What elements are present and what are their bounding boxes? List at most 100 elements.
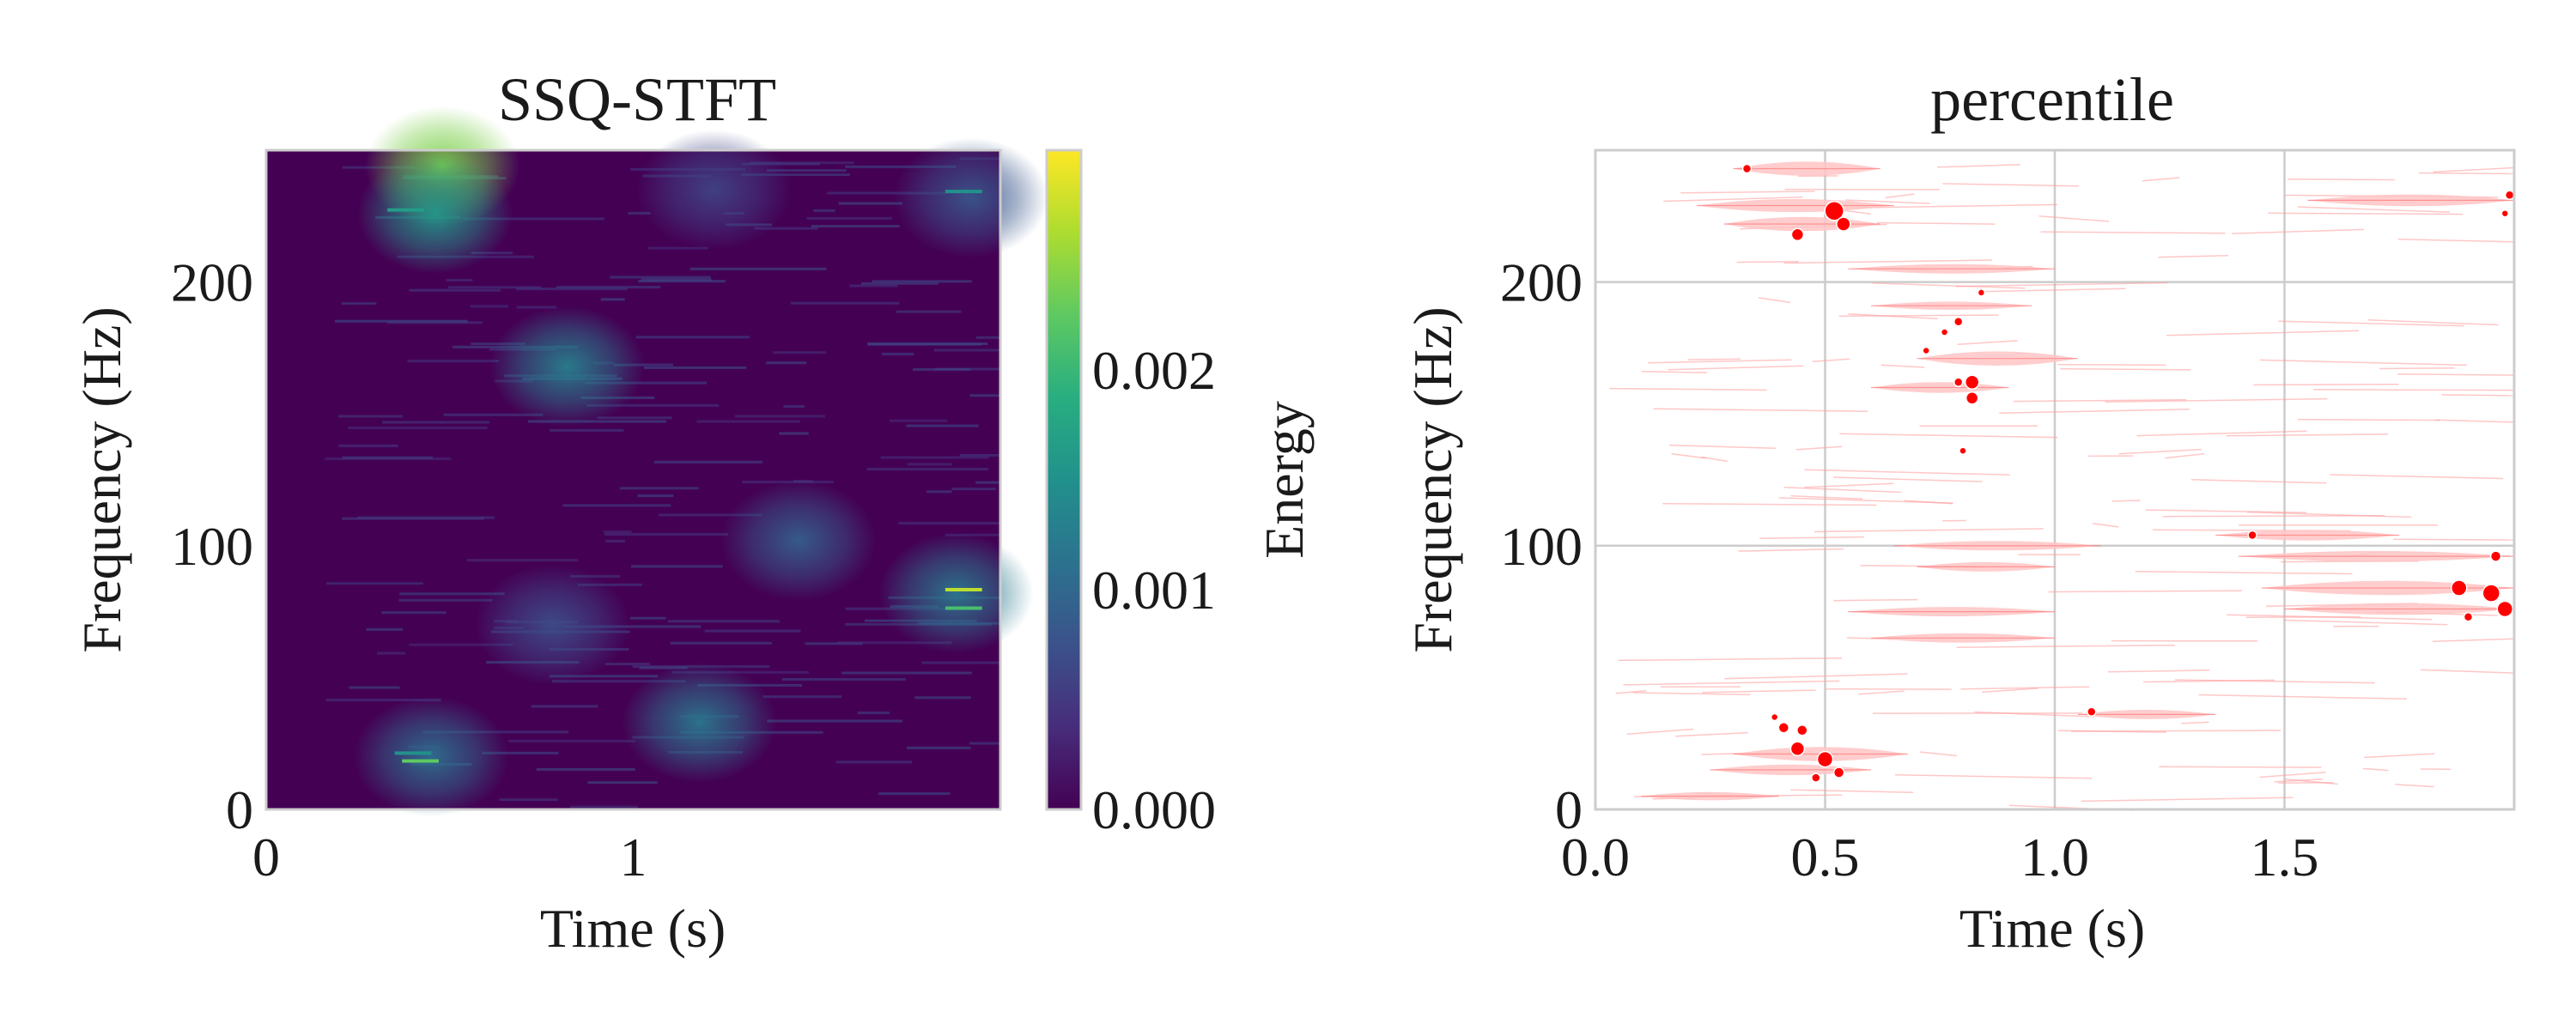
heatmap-streak <box>398 598 493 602</box>
heatmap-plot-area <box>264 106 1048 817</box>
percentile-faint-trace <box>1833 598 1918 602</box>
percentile-faint-trace <box>2313 389 2515 391</box>
heatmap-bright-streak <box>945 190 982 194</box>
heatmap-streak <box>585 381 707 385</box>
heatmap-streak <box>872 280 972 283</box>
colorbar: 0.000 0.001 0.002 Energy <box>1045 148 1315 840</box>
heatmap-streak <box>470 305 508 308</box>
heatmap-streak <box>338 444 398 447</box>
heatmap-streak <box>466 559 579 562</box>
percentile-faint-trace <box>2362 767 2389 772</box>
percentile-faint-trace <box>1919 751 1958 757</box>
percentile-faint-trace <box>2259 771 2326 779</box>
heatmap-streak <box>508 739 635 742</box>
heatmap-frame <box>264 148 1002 811</box>
heatmap-streak <box>898 522 1000 525</box>
percentile-faint-trace <box>2162 514 2385 518</box>
colorbar-label: Energy <box>1254 401 1315 559</box>
percentile-faint-trace <box>1790 789 1914 793</box>
percentile-faint-trace <box>1833 476 1983 482</box>
heatmap-streak <box>889 419 948 422</box>
heatmap-streak <box>933 348 1000 352</box>
percentile-faint-trace <box>2364 753 2435 759</box>
percentile-point <box>1965 391 1979 405</box>
heatmap-streak <box>570 805 638 809</box>
percentile-faint-trace <box>2108 670 2210 673</box>
heatmap-streak <box>603 530 632 534</box>
percentile-faint-trace <box>2040 231 2226 234</box>
heatmap-title: SSQ-STFT <box>498 65 776 134</box>
percentile-faint-trace <box>1759 536 1864 540</box>
heatmap-bright-streak <box>402 759 439 763</box>
percentile-point <box>1953 377 1964 388</box>
percentile-faint-trace <box>2287 178 2395 181</box>
heatmap-streak <box>536 767 635 771</box>
percentile-faint-trace <box>1648 359 1792 364</box>
colorbar-ticks: 0.000 0.001 0.002 <box>1092 340 1216 840</box>
percentile-faint-trace <box>1668 444 1777 450</box>
heatmap-streak <box>409 288 501 292</box>
heatmap-streak <box>562 504 671 507</box>
percentile-x-tick-label: 0.5 <box>1791 827 1860 888</box>
heatmap-streak <box>348 426 488 429</box>
percentile-faint-trace <box>2093 523 2119 528</box>
heatmap-streak <box>641 278 712 282</box>
percentile-faint-trace <box>2259 359 2468 367</box>
heatmap-x-axis-label: Time (s) <box>540 898 726 959</box>
percentile-faint-trace <box>1904 500 1953 505</box>
percentile-faint-trace <box>1848 313 1939 320</box>
heatmap-streak <box>639 666 688 670</box>
percentile-faint-trace <box>2145 509 2307 513</box>
percentile-faint-trace <box>2159 766 2322 768</box>
percentile-faint-trace <box>2143 679 2275 683</box>
heatmap-streak <box>619 487 699 490</box>
heatmap-streak <box>446 278 473 282</box>
percentile-faint-trace <box>2142 177 2180 182</box>
heatmap-streak <box>337 415 403 418</box>
heatmap-energy-blob <box>475 565 630 685</box>
colorbar-gradient <box>1045 148 1083 811</box>
percentile-faint-trace <box>2393 538 2515 541</box>
percentile-point <box>1777 722 1790 734</box>
percentile-y-ticks: 0 100 200 <box>1500 252 1583 840</box>
percentile-faint-trace <box>1736 261 1799 264</box>
heatmap-streak <box>969 742 1000 745</box>
heatmap-streak <box>610 276 711 279</box>
percentile-point <box>1789 741 1806 757</box>
percentile-faint-trace <box>1846 203 2058 209</box>
percentile-faint-trace <box>1894 774 2093 779</box>
percentile-faint-trace <box>1680 191 1815 194</box>
heatmap-streak <box>443 413 544 416</box>
percentile-point <box>2463 611 2474 622</box>
percentile-point <box>2247 530 2257 541</box>
percentile-ridges <box>1641 161 2514 801</box>
percentile-faint-trace <box>1632 692 1751 696</box>
percentile-faint-trace <box>2232 228 2364 234</box>
percentile-faint-trace <box>2379 367 2455 370</box>
percentile-y-tick-label: 100 <box>1500 516 1583 577</box>
percentile-point <box>2482 584 2501 603</box>
percentile-point <box>2496 600 2514 618</box>
percentile-faint-trace <box>2268 212 2464 215</box>
percentile-faint-trace <box>2297 206 2451 213</box>
percentile-faint-trace <box>2181 721 2209 724</box>
percentile-faint-trace <box>2418 172 2515 175</box>
percentile-point <box>1940 328 1949 336</box>
heatmap-streak <box>754 227 818 230</box>
percentile-x-tick-label: 0.0 <box>1561 827 1630 888</box>
heatmap-streak <box>767 719 902 723</box>
heatmap-streak <box>783 405 805 408</box>
heatmap-streak <box>927 490 952 494</box>
heatmap-streak <box>762 695 841 699</box>
heatmap-streak <box>335 319 468 323</box>
percentile-faint-trace <box>2158 254 2229 258</box>
heatmap-streak <box>878 792 951 796</box>
heatmap-streak <box>813 209 835 212</box>
percentile-faint-trace <box>2435 419 2515 423</box>
percentile-point <box>1964 374 1980 391</box>
percentile-faint-trace <box>2395 784 2434 788</box>
percentile-gridlines <box>1595 150 2514 809</box>
heatmap-streak <box>638 280 726 283</box>
